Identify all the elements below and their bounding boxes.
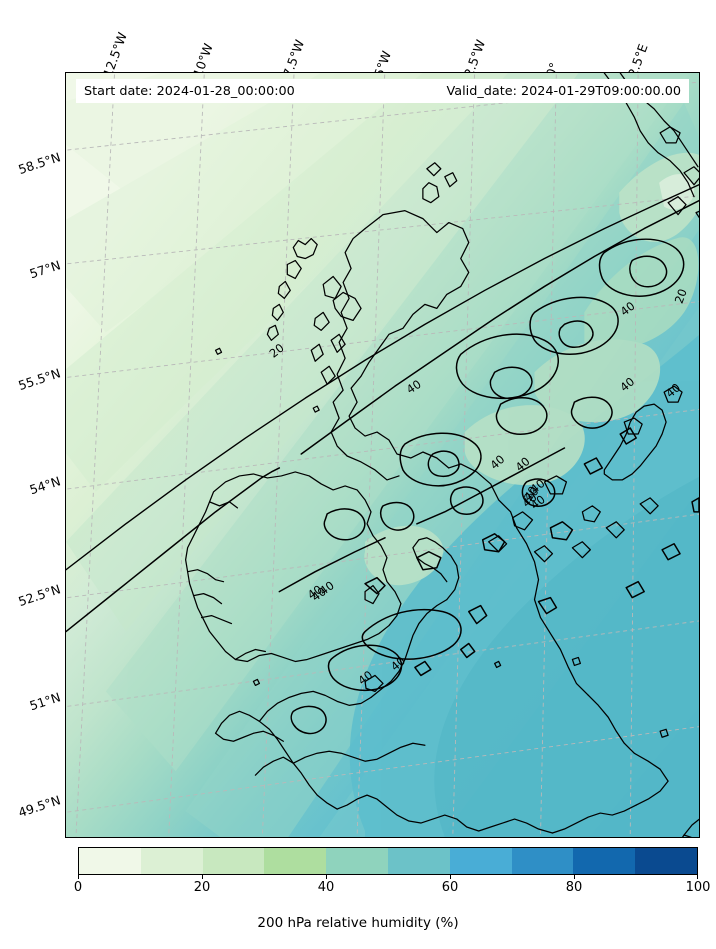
latitude-tick-0: 58.5°N <box>16 149 63 178</box>
colorbar-band-3 <box>264 848 327 874</box>
colorbar-tick-label-2: 40 <box>317 880 335 895</box>
colorbar-title: 200 hPa relative humidity (%) <box>257 915 459 931</box>
colorbar-band-9 <box>635 848 697 874</box>
colorbar-tick-label-1: 20 <box>193 880 211 895</box>
map-plot-area[interactable]: 20 40 40 20 40 40 40 40 40 20 40 40 40 4… <box>65 72 700 838</box>
colorbar-band-8 <box>573 848 636 874</box>
svg-text:20: 20 <box>521 484 540 504</box>
latitude-tick-4: 52.5°N <box>16 581 63 610</box>
colorbar-tick-label-5: 100 <box>685 880 711 895</box>
colorbar-tick-mark-3 <box>450 875 452 879</box>
contour-label-group: 20 40 40 20 40 40 40 40 40 20 40 40 40 4… <box>267 287 690 688</box>
colorbar-band-6 <box>449 848 512 874</box>
graticule-gridlines <box>66 73 699 837</box>
svg-text:20: 20 <box>672 287 690 305</box>
latitude-tick-1: 57°N <box>27 257 63 282</box>
map-svg: 20 40 40 20 40 40 40 40 40 20 40 40 40 4… <box>66 73 699 837</box>
contour-lines <box>66 199 699 735</box>
colorbar-ticks: 0 20 40 60 80 100 <box>74 875 710 897</box>
date-header-strip: Start date: 2024-01-28_00:00:00 Valid_da… <box>76 79 689 103</box>
svg-text:40: 40 <box>317 578 337 598</box>
colorbar-tick-label-4: 80 <box>565 880 583 895</box>
latitude-tick-6: 49.5°N <box>16 792 63 821</box>
colorbar-tick-mark-2 <box>326 875 328 879</box>
colorbar-band-5 <box>387 848 450 874</box>
svg-text:40: 40 <box>309 584 329 604</box>
colorbar-band-1 <box>140 848 203 874</box>
colorbar[interactable] <box>78 847 698 875</box>
colorbar-tick-mark-0 <box>78 875 80 879</box>
start-date-text: Start date: 2024-01-28_00:00:00 <box>84 83 295 99</box>
valid-date-text: Valid_date: 2024-01-29T09:00:00.00 <box>446 83 681 99</box>
colorbar-tick-mark-4 <box>574 875 576 879</box>
colorbar-tick-mark-1 <box>202 875 204 879</box>
coastline-paths <box>66 73 699 837</box>
colorbar-band-2 <box>202 848 265 874</box>
rh-moist-core <box>349 334 699 837</box>
colorbar-band-7 <box>511 848 574 874</box>
svg-text:40: 40 <box>305 582 325 602</box>
colorbar-tick-label-0: 0 <box>73 880 83 895</box>
colorbar-tick-mark-5 <box>697 875 699 879</box>
svg-text:40: 40 <box>404 377 424 397</box>
colorbar-band-0 <box>79 848 141 874</box>
latitude-tick-2: 55.5°N <box>16 365 63 394</box>
latitude-tick-3: 54°N <box>27 473 63 498</box>
colorbar-tick-label-3: 60 <box>441 880 459 895</box>
colorbar-band-4 <box>326 848 388 874</box>
latitude-tick-5: 51°N <box>27 689 63 714</box>
